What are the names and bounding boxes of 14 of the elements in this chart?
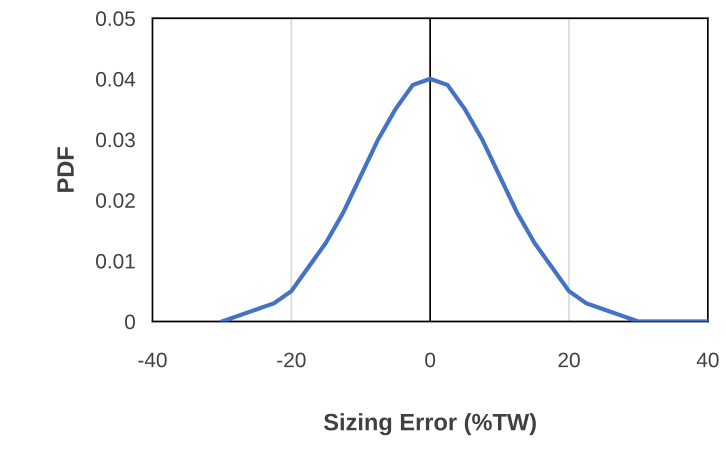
line-series — [220, 76, 708, 322]
y-tick-label: 0.03 — [96, 132, 135, 148]
x-tick-label: -40 — [138, 352, 167, 368]
y-axis-title: PDF — [57, 147, 74, 192]
y-tick-label: 0 — [125, 314, 135, 330]
y-tick-label: 0.02 — [96, 193, 135, 208]
y-tick-label: 0.01 — [96, 254, 135, 269]
y-tick-label: 0.05 — [96, 11, 135, 26]
y-tick-label: 0.04 — [96, 72, 136, 87]
x-tick-label: 40 — [696, 352, 719, 368]
x-tick-label: -20 — [277, 352, 306, 368]
x-tick-label: 0 — [425, 352, 436, 368]
x-tick-label: 20 — [558, 352, 580, 368]
x-axis-title: Sizing Error (%TW) — [324, 413, 536, 436]
